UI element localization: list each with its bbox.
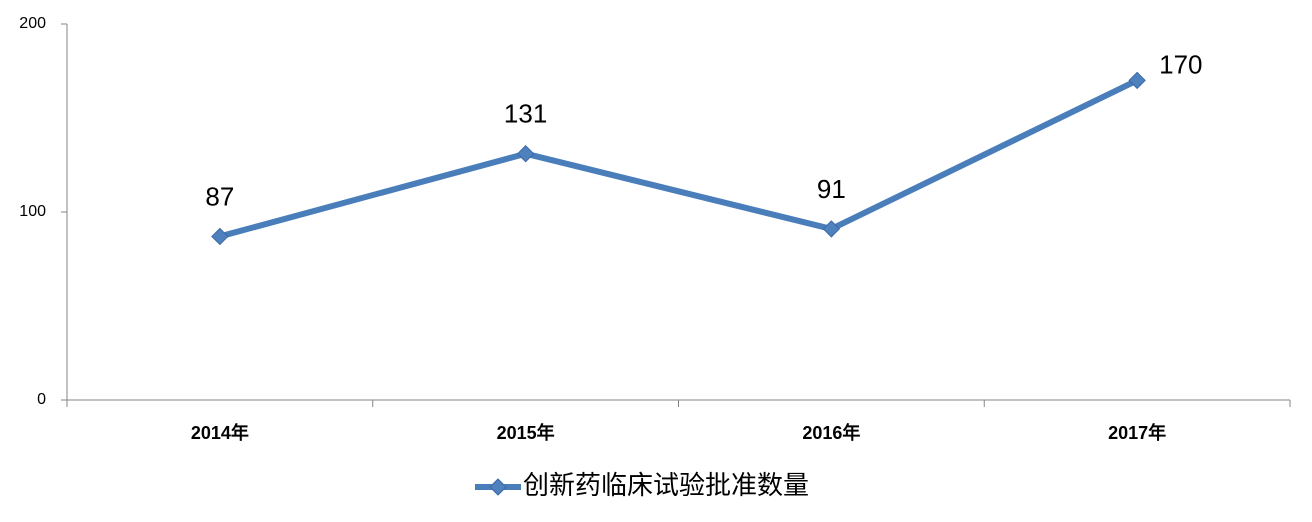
x-tick-label: 2016年 bbox=[802, 422, 860, 443]
y-tick-label: 100 bbox=[19, 203, 46, 220]
point-marker bbox=[211, 227, 229, 246]
data-label: 170 bbox=[1159, 49, 1202, 79]
series-line bbox=[219, 77, 1139, 240]
data-label: 131 bbox=[504, 99, 547, 129]
x-tick-label: 2017年 bbox=[1108, 422, 1166, 443]
data-label: 91 bbox=[817, 174, 846, 204]
legend-marker bbox=[489, 478, 507, 496]
x-tick-label: 2015年 bbox=[497, 422, 555, 443]
point-marker bbox=[516, 145, 535, 163]
point-marker bbox=[822, 220, 841, 238]
y-tick-label: 0 bbox=[37, 391, 46, 408]
x-tick-label: 2014年 bbox=[191, 422, 249, 443]
data-label: 87 bbox=[205, 181, 234, 211]
y-tick-label: 200 bbox=[19, 15, 46, 32]
point-marker bbox=[1128, 71, 1146, 90]
legend-label: 创新药临床试验批准数量 bbox=[523, 470, 809, 500]
